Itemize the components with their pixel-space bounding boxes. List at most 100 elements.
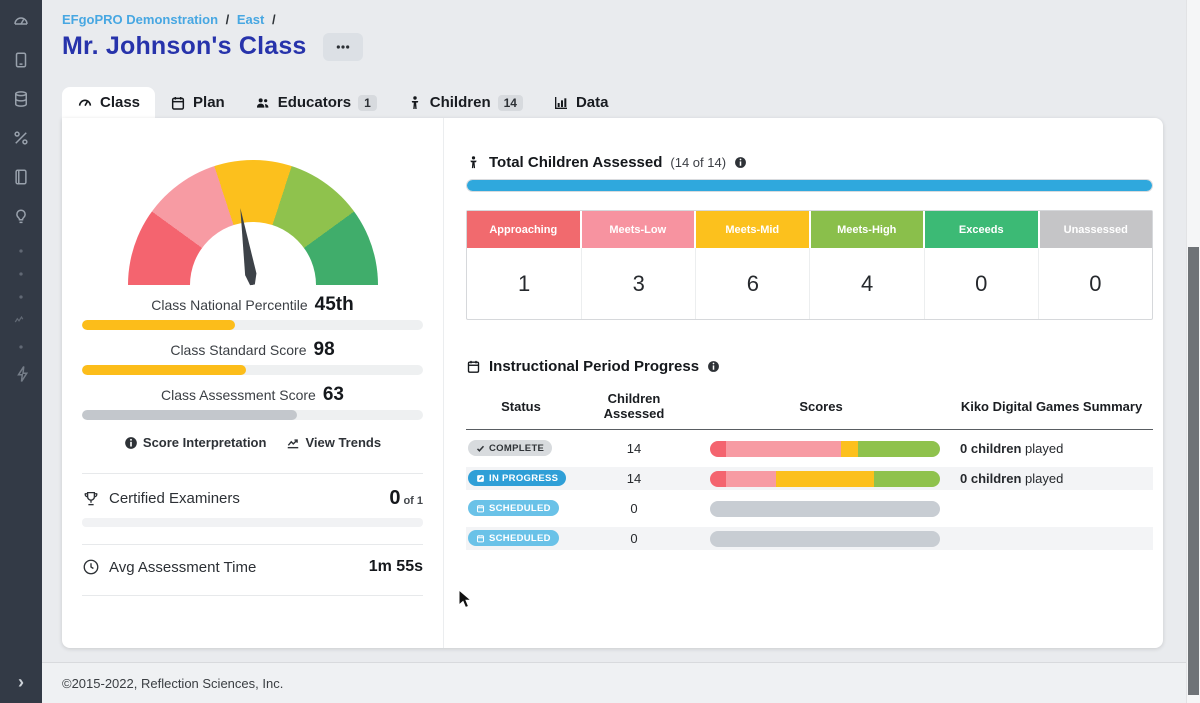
info-icon[interactable] (707, 360, 720, 373)
metric-fill (82, 320, 236, 330)
tab-data[interactable]: Data (538, 87, 624, 118)
category-count: 4 (809, 248, 923, 319)
dot-icon[interactable] (16, 292, 26, 302)
copyright-text: ©2015-2022, Reflection Sciences, Inc. (62, 675, 284, 691)
view-trends-link[interactable]: View Trends (286, 435, 381, 450)
activity-icon[interactable] (14, 315, 28, 329)
examiners-suffix: of 1 (403, 495, 423, 507)
breadcrumb-link-org[interactable]: EFgoPRO Demonstration (62, 12, 219, 27)
divider (82, 595, 423, 596)
child-icon (411, 95, 419, 109)
breadcrumb: EFgoPRO Demonstration / East / (62, 12, 280, 27)
lightbulb-icon[interactable] (12, 207, 30, 225)
vertical-scrollbar[interactable] (1186, 0, 1200, 703)
category-count: 1 (517, 270, 531, 296)
dot-icon[interactable] (16, 342, 26, 352)
class-score-gauge (127, 160, 378, 285)
bolt-icon[interactable] (14, 365, 29, 382)
score-segment (857, 440, 940, 457)
sidebar-collapse-button[interactable]: › (18, 671, 24, 692)
games-summary: 0 children played (960, 471, 1064, 486)
instructional-period-table: Status Children Assessed Scores Kiko Dig… (466, 391, 1153, 550)
table-row: COMPLETE 14 0 children played (466, 437, 1153, 460)
calendar-icon (467, 360, 480, 373)
dot-icon[interactable] (16, 246, 26, 256)
metric-track (82, 365, 423, 375)
tab-class[interactable]: Class (62, 87, 156, 118)
breadcrumb-separator: / (271, 12, 276, 27)
tab-educators[interactable]: Educators 1 (240, 87, 392, 118)
status-badge: COMPLETE (468, 440, 553, 456)
avg-time-value: 1m 55s (368, 558, 423, 575)
metric-value: 45th (314, 294, 354, 315)
gauge-icon (78, 99, 92, 106)
certified-examiners-row: Certified Examiners 0 of 1 (82, 487, 423, 510)
tablet-icon[interactable] (12, 51, 30, 69)
score-segment (841, 440, 858, 457)
metric-value: 63 (322, 384, 344, 405)
scrollbar-thumb[interactable] (1188, 247, 1199, 695)
scores-bar (710, 530, 940, 547)
table-row: IN PROGRESS 14 0 children played (466, 467, 1153, 490)
percent-icon[interactable] (12, 129, 30, 147)
tab-badge: 1 (358, 94, 377, 111)
users-icon (256, 97, 269, 108)
games-summary: 0 children played (960, 441, 1064, 456)
category-header: Meets-High (810, 211, 923, 248)
score-segment (710, 530, 940, 547)
assessment-panel: Total Children Assessed (14 of 14) Appro… (444, 118, 1163, 648)
examiners-value: 0 (389, 487, 401, 509)
assessed-count: (14 of 14) (670, 155, 727, 170)
database-icon[interactable] (12, 90, 30, 108)
score-categories-table: Approaching Meets-Low Meets-Mid Meets-Hi… (466, 210, 1153, 320)
status-badge: SCHEDULED (468, 530, 559, 546)
check-icon (476, 445, 485, 452)
scores-bar (710, 440, 940, 457)
metric-track (82, 320, 423, 330)
tab-badge: 14 (497, 94, 523, 111)
journal-icon[interactable] (12, 168, 30, 186)
tab-children[interactable]: Children 14 (392, 87, 538, 118)
breadcrumb-link-site[interactable]: East (236, 12, 265, 27)
category-count: 0 (1037, 248, 1152, 319)
dashboard-icon[interactable] (12, 12, 30, 30)
metric-standard-score: Class Standard Score 98 (82, 339, 423, 375)
category-count: 3 (581, 248, 695, 319)
category-header: Meets-Low (581, 211, 694, 248)
status-badge: SCHEDULED (468, 500, 559, 516)
sidebar-nav: › (0, 0, 42, 703)
status-badge: IN PROGRESS (468, 470, 567, 486)
score-segment (710, 440, 727, 457)
tab-plan[interactable]: Plan (155, 87, 240, 118)
footer: ©2015-2022, Reflection Sciences, Inc. (42, 662, 1200, 703)
more-options-button[interactable] (322, 32, 363, 61)
score-summary-panel: Class National Percentile 45th Class Stan… (62, 118, 444, 648)
dot-icon[interactable] (16, 269, 26, 279)
score-segment (726, 470, 776, 487)
category-header: Exceeds (925, 211, 1038, 248)
children-assessed-count: 14 (626, 441, 642, 456)
child-icon (470, 156, 477, 169)
category-count: 0 (923, 248, 1038, 319)
table-header-row: Status Children Assessed Scores Kiko Dig… (466, 391, 1153, 430)
scores-bar (710, 500, 940, 517)
children-assessed-count: 0 (630, 531, 638, 546)
children-assessed-count: 14 (626, 471, 642, 486)
page-title: Mr. Johnson's Class (62, 32, 307, 60)
metric-national-percentile: Class National Percentile 45th (82, 294, 423, 330)
edit-box-icon (477, 474, 484, 482)
score-segment (726, 440, 842, 457)
metric-assessment-score: Class Assessment Score 63 (82, 384, 423, 420)
instructional-period-header: Instructional Period Progress (466, 358, 1153, 375)
score-interpretation-link[interactable]: Score Interpretation (124, 435, 266, 450)
info-icon[interactable] (734, 156, 747, 169)
tab-bar: Class Plan Educators 1 Children 14 Data (62, 87, 624, 118)
scores-bar (710, 470, 940, 487)
category-header: Meets-Mid (696, 211, 809, 248)
assessed-progress-track (466, 179, 1153, 192)
avg-assessment-time-row: Avg Assessment Time 1m 55s (82, 558, 423, 576)
category-count: 6 (695, 248, 809, 319)
clock-icon (83, 559, 99, 575)
metric-fill (82, 365, 246, 375)
